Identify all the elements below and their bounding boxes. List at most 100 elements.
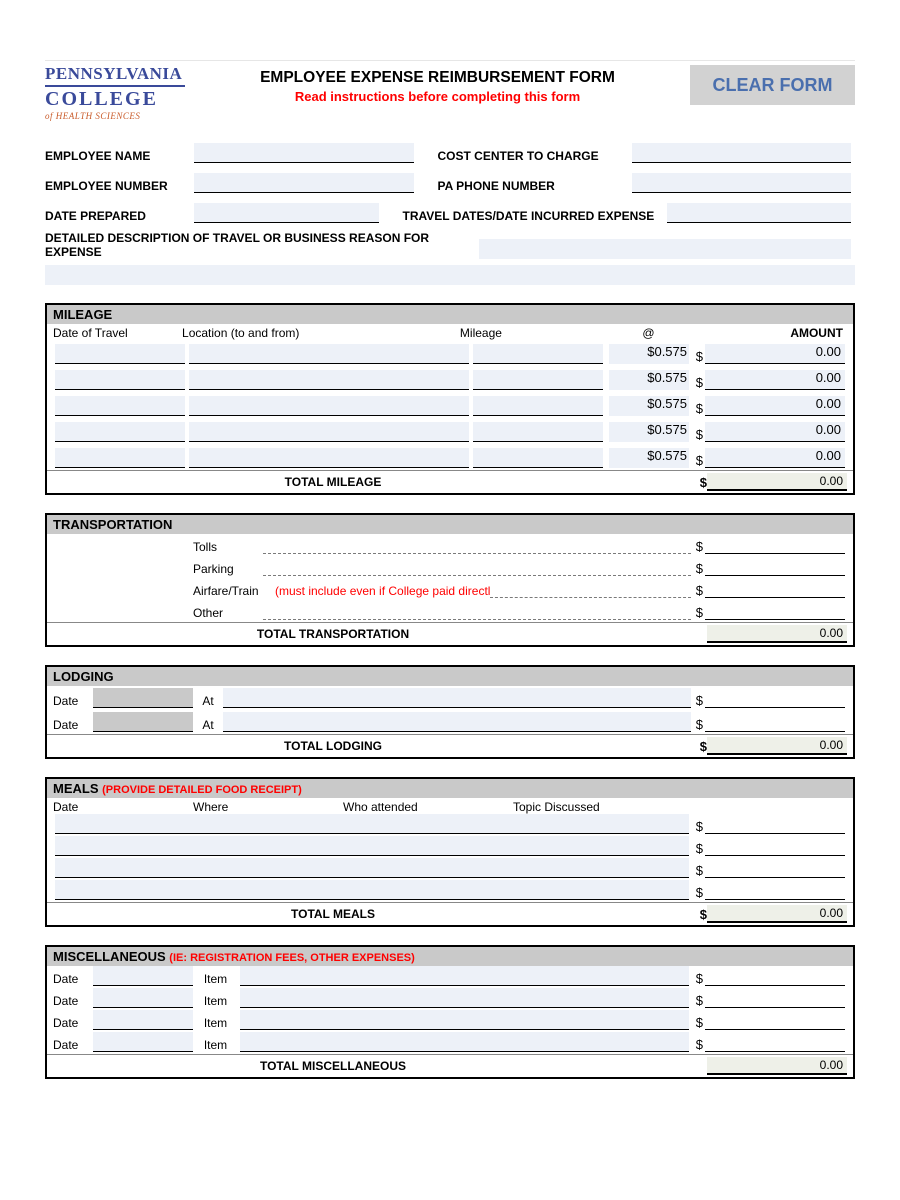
misc-amount[interactable] (705, 966, 845, 986)
input-description-a[interactable] (479, 239, 851, 259)
meals-row-input[interactable] (55, 836, 689, 856)
misc-item-input[interactable] (240, 988, 689, 1008)
mileage-miles-input[interactable] (473, 344, 603, 364)
misc-item-label: Item (193, 1016, 238, 1030)
lodging-date-label: Date (53, 694, 93, 708)
mileage-row: $0.575 $ 0.00 (47, 418, 853, 442)
clear-form-button[interactable]: CLEAR FORM (690, 65, 855, 105)
mileage-total-row: TOTAL MILEAGE $ 0.00 (47, 470, 853, 493)
mileage-miles-input[interactable] (473, 370, 603, 390)
input-description-b[interactable] (45, 265, 855, 285)
trans-airfare-input[interactable] (490, 582, 691, 598)
misc-date-label: Date (53, 972, 93, 986)
dollar-sign: $ (691, 863, 703, 878)
trans-airfare-amount[interactable] (705, 578, 845, 598)
trans-tolls-input[interactable] (263, 538, 691, 554)
input-cost-center[interactable] (632, 143, 852, 163)
input-travel-dates[interactable] (667, 203, 852, 223)
misc-date-input[interactable] (93, 966, 193, 986)
mileage-date-input[interactable] (55, 396, 185, 416)
lodging-at-input[interactable] (223, 688, 691, 708)
misc-date-label: Date (53, 1016, 93, 1030)
lodging-at-input[interactable] (223, 712, 691, 732)
lodging-date-input[interactable] (93, 688, 193, 708)
mileage-amount: 0.00 (705, 344, 845, 364)
transportation-header: TRANSPORTATION (47, 515, 853, 534)
meals-title: MEALS (53, 781, 99, 796)
misc-date-input[interactable] (93, 1010, 193, 1030)
trans-parking-input[interactable] (263, 560, 691, 576)
meals-row-input[interactable] (55, 814, 689, 834)
mileage-location-input[interactable] (189, 448, 469, 468)
meals-amount[interactable] (705, 858, 845, 878)
misc-date-label: Date (53, 1038, 93, 1052)
lodging-total-row: TOTAL LODGING $ 0.00 (47, 734, 853, 757)
lodging-header: LODGING (47, 667, 853, 686)
input-employee-name[interactable] (194, 143, 414, 163)
misc-item-input[interactable] (240, 1010, 689, 1030)
label-employee-name: EMPLOYEE NAME (45, 149, 190, 163)
misc-item-input[interactable] (240, 966, 689, 986)
dollar-sign: $ (695, 907, 707, 922)
mileage-date-input[interactable] (55, 448, 185, 468)
misc-total-value: 0.00 (707, 1057, 847, 1075)
mileage-col-mile: Mileage (460, 326, 589, 340)
misc-amount[interactable] (705, 988, 845, 1008)
misc-item-label: Item (193, 972, 238, 986)
mileage-date-input[interactable] (55, 422, 185, 442)
input-employee-number[interactable] (194, 173, 414, 193)
misc-item-label: Item (193, 994, 238, 1008)
mileage-date-input[interactable] (55, 344, 185, 364)
meals-col-topic: Topic Discussed (513, 800, 697, 814)
trans-other-label: Other (193, 606, 263, 620)
header-bar: PENNSYLVANIA COLLEGE of HEALTH SCIENCES … (45, 60, 855, 121)
lodging-date-label: Date (53, 718, 93, 732)
misc-amount[interactable] (705, 1010, 845, 1030)
lodging-amount[interactable] (705, 712, 845, 732)
mileage-miles-input[interactable] (473, 396, 603, 416)
mileage-rate: $0.575 (609, 448, 689, 468)
mileage-rate: $0.575 (609, 344, 689, 364)
meals-col-where: Where (193, 800, 343, 814)
misc-date-input[interactable] (93, 1032, 193, 1052)
mileage-location-input[interactable] (189, 370, 469, 390)
trans-other-input[interactable] (263, 604, 691, 620)
meals-row-input[interactable] (55, 880, 689, 900)
mileage-miles-input[interactable] (473, 448, 603, 468)
misc-note: (IE: REGISTRATION FEES, OTHER EXPENSES) (169, 952, 415, 964)
dollar-sign: $ (691, 539, 703, 554)
lodging-amount[interactable] (705, 688, 845, 708)
mileage-header: MILEAGE (47, 305, 853, 324)
mileage-rate: $0.575 (609, 396, 689, 416)
dollar-sign: $ (691, 841, 703, 856)
input-date-prepared[interactable] (194, 203, 379, 223)
input-pa-phone[interactable] (632, 173, 852, 193)
mileage-row: $0.575 $ 0.00 (47, 366, 853, 390)
dollar-sign: $ (691, 693, 703, 708)
meals-total-label: TOTAL MEALS (193, 907, 473, 921)
transportation-total-row: TOTAL TRANSPORTATION 0.00 (47, 622, 853, 645)
dollar-sign: $ (691, 349, 703, 364)
mileage-miles-input[interactable] (473, 422, 603, 442)
meals-row-input[interactable] (55, 858, 689, 878)
transportation-total-value: 0.00 (707, 625, 847, 643)
misc-item-input[interactable] (240, 1032, 689, 1052)
trans-other-amount[interactable] (705, 600, 845, 620)
trans-parking-amount[interactable] (705, 556, 845, 576)
lodging-at-label: At (193, 718, 223, 732)
mileage-location-input[interactable] (189, 344, 469, 364)
meals-amount[interactable] (705, 880, 845, 900)
logo-line1: PENNSYLVANIA (45, 65, 185, 87)
lodging-date-input[interactable] (93, 712, 193, 732)
mileage-location-input[interactable] (189, 396, 469, 416)
meals-amount[interactable] (705, 836, 845, 856)
mileage-date-input[interactable] (55, 370, 185, 390)
meals-note: (PROVIDE DETAILED FOOD RECEIPT) (102, 784, 302, 796)
misc-date-input[interactable] (93, 988, 193, 1008)
mileage-location-input[interactable] (189, 422, 469, 442)
form-title: EMPLOYEE EXPENSE REIMBURSEMENT FORM (185, 69, 690, 87)
meals-amount[interactable] (705, 814, 845, 834)
misc-amount[interactable] (705, 1032, 845, 1052)
dollar-sign: $ (691, 453, 703, 468)
trans-tolls-amount[interactable] (705, 534, 845, 554)
